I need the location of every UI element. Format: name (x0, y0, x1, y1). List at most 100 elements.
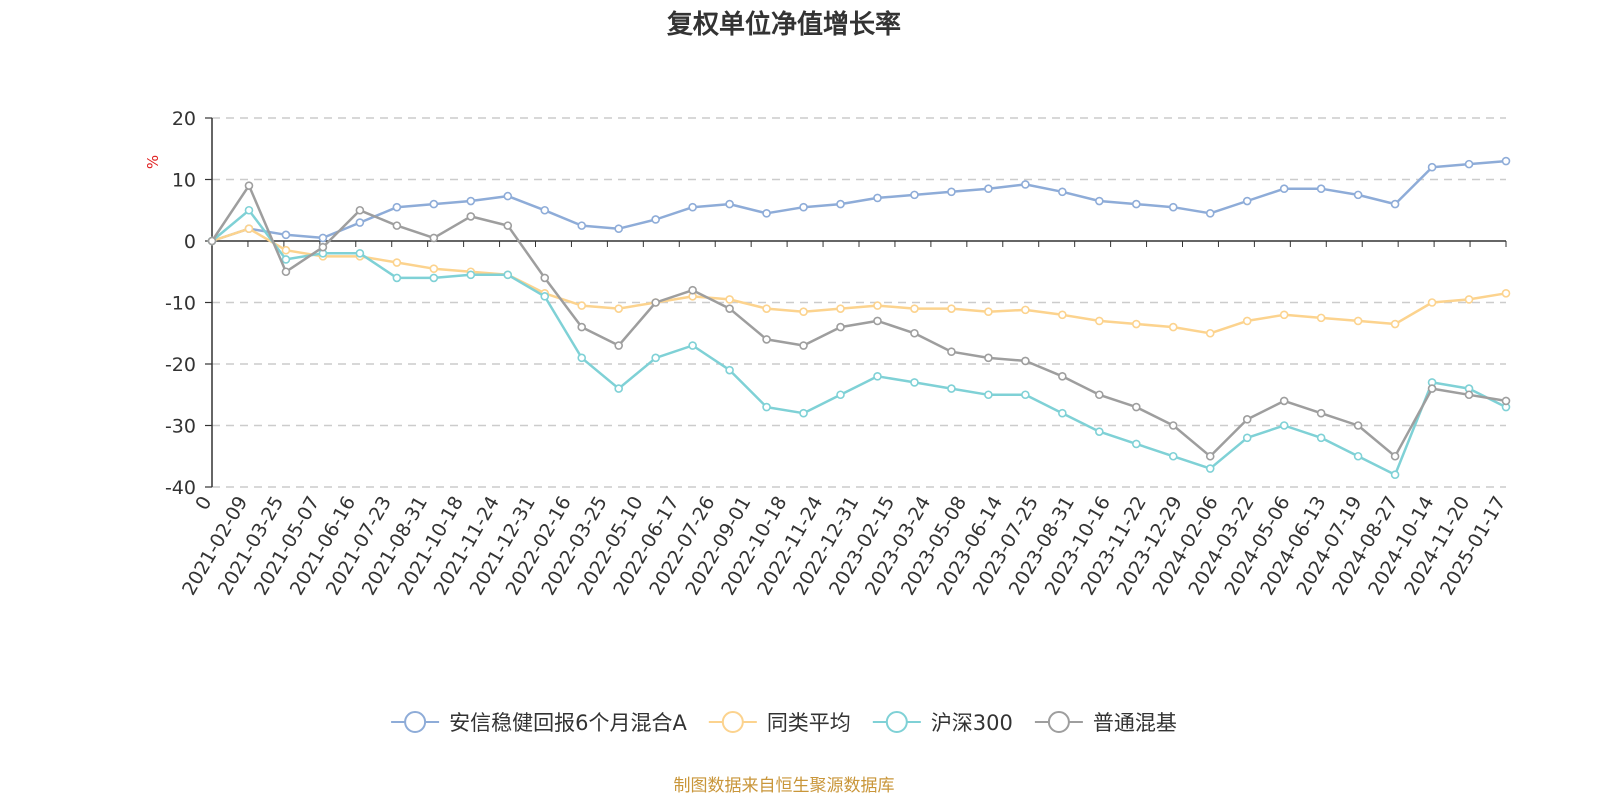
data-point (281, 245, 291, 255)
data-point (762, 304, 771, 313)
series-line (211, 209, 1507, 476)
data-point (688, 202, 697, 212)
data-point (984, 353, 993, 363)
data-point (1390, 470, 1400, 480)
data-point (725, 199, 734, 209)
data-point (577, 221, 587, 230)
legend-circle-icon (885, 711, 908, 733)
data-point (207, 236, 217, 246)
legend-item[interactable]: 沪深300 (872, 711, 1013, 735)
data-point (873, 301, 882, 310)
data-point (466, 212, 476, 221)
data-point (429, 273, 439, 283)
x-tick-label: 0 (191, 493, 216, 514)
data-point (1058, 371, 1067, 381)
data-point (947, 384, 956, 393)
data-point (799, 341, 808, 350)
x-axis-ticks: 02021-02-092021-03-252021-05-072021-06-1… (178, 241, 1510, 599)
data-point (1131, 319, 1141, 329)
data-point (577, 353, 587, 363)
data-point (1021, 390, 1030, 400)
data-point (799, 307, 808, 317)
y-axis-ticks: 20 10 0 -10 -20 -30 -40 (165, 108, 212, 499)
series-2 (207, 205, 1511, 480)
y-tick-label: -10 (165, 293, 196, 315)
legend-circle-icon (1047, 711, 1070, 733)
data-point (910, 304, 919, 313)
data-point (577, 322, 587, 332)
data-point (429, 264, 439, 273)
series-3 (207, 181, 1511, 461)
data-point (984, 184, 993, 194)
data-point (1316, 313, 1326, 323)
data-point (1353, 316, 1363, 326)
data-point (910, 190, 919, 200)
data-point (1427, 298, 1437, 307)
y-axis-unit: % (144, 155, 162, 169)
data-point (1168, 202, 1178, 212)
legend-item[interactable]: 普通混基 (1034, 711, 1177, 735)
data-point (1279, 184, 1289, 194)
data-point (984, 390, 993, 400)
data-point (1316, 184, 1326, 194)
y-tick-label: 10 (172, 170, 196, 192)
data-point (281, 267, 291, 277)
data-point (1205, 464, 1215, 473)
data-point (1058, 187, 1067, 197)
data-point (762, 335, 771, 344)
data-point (1205, 209, 1215, 218)
legend-label: 沪深300 (931, 711, 1013, 735)
legend[interactable]: 安信稳健回报6个月混合A 同类平均 沪深300 普通混基 (391, 711, 1177, 735)
legend-label: 安信稳健回报6个月混合A (449, 711, 687, 735)
data-point (651, 353, 660, 363)
data-point (947, 187, 956, 197)
data-point (503, 191, 513, 201)
data-point (1464, 390, 1474, 400)
data-point (1353, 421, 1363, 430)
data-point (540, 273, 550, 283)
y-tick-label: -20 (165, 354, 196, 376)
series-line (210, 184, 1507, 458)
data-point (1390, 199, 1400, 209)
data-point (392, 258, 402, 267)
legend-item[interactable]: 同类平均 (708, 711, 851, 735)
data-point (1095, 196, 1104, 206)
data-point (1279, 421, 1289, 430)
data-point (1021, 180, 1030, 189)
data-point (1316, 408, 1326, 418)
data-point (873, 316, 882, 326)
series-line (211, 227, 1507, 335)
data-point (1390, 319, 1400, 329)
data-point (836, 390, 845, 400)
series-line (211, 159, 1507, 243)
data-point (762, 209, 771, 218)
data-point (392, 221, 402, 230)
series-lines (207, 156, 1511, 480)
data-point (1242, 433, 1252, 443)
data-point (984, 307, 993, 317)
data-point (1131, 439, 1141, 449)
data-point (1353, 190, 1363, 200)
data-point (614, 384, 623, 393)
data-point (1095, 390, 1104, 400)
data-point (836, 199, 845, 209)
data-point (392, 202, 402, 212)
legend-item[interactable]: 安信稳健回报6个月混合A (391, 711, 687, 735)
data-point (1168, 421, 1178, 430)
data-point (688, 341, 697, 350)
data-point (1390, 451, 1400, 461)
y-tick-label: -30 (165, 416, 196, 438)
data-point (651, 298, 660, 307)
data-point (1242, 316, 1252, 326)
data-point (1353, 451, 1363, 461)
data-point (1279, 396, 1289, 406)
y-tick-label: -40 (165, 477, 196, 499)
data-point (429, 233, 439, 243)
data-point (281, 255, 291, 264)
data-point (947, 347, 956, 357)
data-point (1058, 310, 1067, 320)
data-point (762, 402, 771, 412)
data-point (1279, 310, 1289, 320)
data-point (281, 230, 291, 240)
data-point (318, 242, 328, 252)
